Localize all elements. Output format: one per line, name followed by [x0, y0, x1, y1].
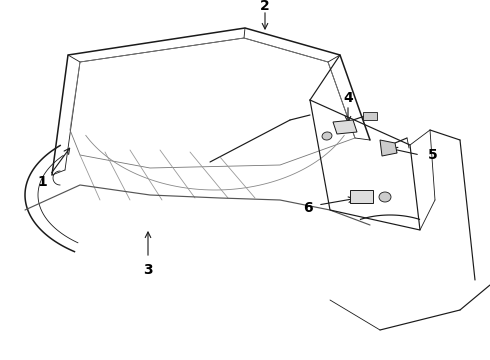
Ellipse shape — [322, 132, 332, 140]
Text: 4: 4 — [343, 91, 353, 105]
FancyBboxPatch shape — [363, 112, 377, 120]
Polygon shape — [333, 120, 357, 134]
Text: 2: 2 — [260, 0, 270, 13]
Ellipse shape — [379, 192, 391, 202]
Text: 5: 5 — [428, 148, 438, 162]
Polygon shape — [380, 140, 397, 156]
Text: 1: 1 — [37, 175, 47, 189]
Text: 6: 6 — [303, 201, 313, 215]
Polygon shape — [350, 190, 373, 203]
Text: 3: 3 — [143, 263, 153, 277]
